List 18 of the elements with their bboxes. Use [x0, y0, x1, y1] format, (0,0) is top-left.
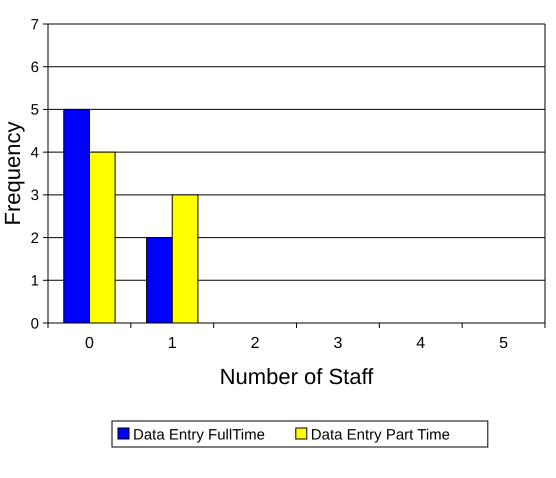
y-tick-label: 2: [30, 230, 39, 247]
legend-label: Data Entry FullTime: [133, 426, 265, 444]
y-tick-label: 6: [30, 58, 39, 76]
y-tick-label: 3: [30, 187, 39, 204]
legend-label: Data Entry Part Time: [310, 426, 450, 444]
x-tick-label: 1: [168, 335, 177, 352]
x-tick-label: 4: [416, 335, 426, 352]
y-tick-label: 1: [30, 272, 39, 290]
y-tick-label: 7: [30, 16, 39, 34]
y-tick-label: 5: [30, 102, 39, 119]
x-tick-label: 5: [499, 335, 508, 352]
y-tick-label: 0: [30, 315, 39, 332]
y-tick-label: 4: [30, 144, 39, 162]
x-tick-label: 0: [84, 335, 94, 352]
x-tick-label: 2: [250, 335, 260, 352]
y-axis-title: Frequency: [0, 122, 25, 226]
x-axis-title: Number of Staff: [220, 364, 374, 389]
x-tick-label: 3: [333, 335, 342, 352]
